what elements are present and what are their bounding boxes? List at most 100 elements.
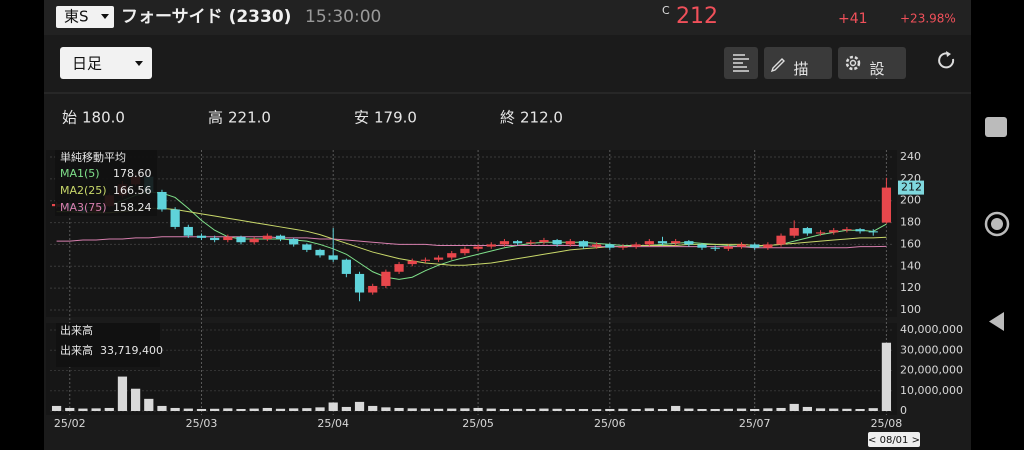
volume-bar xyxy=(262,407,272,411)
volume-bar xyxy=(763,408,773,411)
volume-bar xyxy=(868,408,878,411)
settings-button[interactable]: 設定 xyxy=(838,47,906,95)
candle-body xyxy=(433,257,444,260)
cursor-label: < 08/01 > xyxy=(868,435,920,446)
candle-body xyxy=(223,236,233,241)
candle-body xyxy=(815,232,826,234)
candle-body xyxy=(499,241,510,245)
volume-bar xyxy=(407,408,417,411)
volume-bar xyxy=(736,408,747,411)
market-select[interactable] xyxy=(56,6,114,28)
settings-label: 設定 xyxy=(868,61,886,95)
draw-button[interactable]: 描画 xyxy=(764,47,832,95)
y-tick-label: 180 xyxy=(900,216,921,229)
candle-body xyxy=(170,209,180,227)
volume-title: 出来高 xyxy=(60,323,93,337)
candle-body xyxy=(460,248,470,254)
legend-name: MA3(75) xyxy=(60,201,107,214)
y-tick-label: 120 xyxy=(900,281,921,294)
volume-bar xyxy=(578,408,589,411)
candle-body xyxy=(354,273,365,293)
volume-legend-name: 出来高 xyxy=(60,343,93,357)
ohlc-value: 180.0 xyxy=(82,109,125,127)
time: 15:30:00 xyxy=(305,7,381,27)
ohlc-value: 212.0 xyxy=(520,109,563,127)
ma-legend-title: 単純移動平均 xyxy=(60,150,126,164)
legend-name: MA2(25) xyxy=(60,184,107,197)
volume-tick-label: 40,000,000 xyxy=(900,323,963,336)
volume-legend-bg xyxy=(56,323,160,367)
volume-bar xyxy=(65,407,75,411)
candle-body xyxy=(644,241,654,245)
candle-body xyxy=(723,246,733,249)
candle-body xyxy=(275,235,286,239)
volume-bar xyxy=(710,408,720,411)
price: 212 xyxy=(676,4,718,29)
price-tag-label: 212 xyxy=(901,181,922,194)
volume-tick-label: 10,000,000 xyxy=(900,384,963,397)
period: 日足 xyxy=(72,55,102,73)
candle-body xyxy=(262,235,272,239)
volume-bar xyxy=(315,407,325,411)
volume-bar xyxy=(473,407,483,411)
volume-bar xyxy=(671,405,681,411)
nav-back[interactable] xyxy=(989,312,1004,331)
ohlc-value: 179.0 xyxy=(374,109,417,127)
volume-bar xyxy=(565,408,575,411)
volume-bar xyxy=(289,408,299,411)
ma-line xyxy=(56,207,887,266)
volume-bar xyxy=(341,406,351,411)
candle-body xyxy=(394,264,404,272)
volume-bar xyxy=(486,408,496,411)
candle-body xyxy=(605,244,615,248)
x-tick-label: 25/03 xyxy=(186,417,218,430)
candle-body xyxy=(763,244,773,248)
candle-body xyxy=(236,236,246,243)
volume-bar xyxy=(644,408,654,411)
volume-bar xyxy=(499,408,510,411)
volume-bar xyxy=(249,408,259,411)
price-panel xyxy=(46,150,897,317)
volume-bar xyxy=(526,408,536,411)
button-bg xyxy=(764,47,832,79)
candle-body xyxy=(578,241,589,247)
candle-body xyxy=(710,247,720,249)
nav-home[interactable] xyxy=(984,211,1010,237)
volume-bar xyxy=(552,408,562,411)
volume-bar xyxy=(91,408,101,411)
candle-body xyxy=(447,253,457,258)
ohlc-label: 始 xyxy=(62,109,77,127)
candle-body xyxy=(750,244,760,248)
volume-bar xyxy=(420,408,431,411)
volume-bar xyxy=(842,408,852,411)
volume-bar xyxy=(723,408,733,411)
x-tick-label: 25/04 xyxy=(317,417,349,430)
legend-value: 158.24 xyxy=(113,201,152,214)
refresh-icon[interactable] xyxy=(938,52,955,69)
candle-body xyxy=(315,249,325,256)
button-bg xyxy=(838,47,906,79)
chart: 始 180.0 高 221.0 安 179.0 終 212.0 25/02 25/03 25/04 2… xyxy=(46,109,963,447)
period-select[interactable] xyxy=(60,47,152,79)
x-tick-label: 25/06 xyxy=(594,417,626,430)
volume-bar xyxy=(51,405,62,411)
volume-bar xyxy=(750,408,760,411)
volume-bar xyxy=(776,407,786,411)
candle-body xyxy=(512,241,523,244)
dropdown-arrow xyxy=(101,14,109,19)
candle-body xyxy=(407,260,417,265)
legend-value: 178.60 xyxy=(113,167,152,180)
volume-bar xyxy=(460,408,470,411)
ma-line xyxy=(56,236,887,249)
volume-panel xyxy=(46,323,897,415)
volume-bar xyxy=(802,406,812,411)
nav-recents[interactable] xyxy=(985,117,1007,137)
volume-legend-value: 33,719,400 xyxy=(100,344,163,357)
volume-tick-label: 0 xyxy=(900,404,907,417)
list-icon xyxy=(733,54,749,72)
candle-body xyxy=(526,242,536,244)
draw-label: 描画 xyxy=(792,61,810,95)
candle-body xyxy=(855,229,865,232)
candle-body xyxy=(420,259,431,261)
